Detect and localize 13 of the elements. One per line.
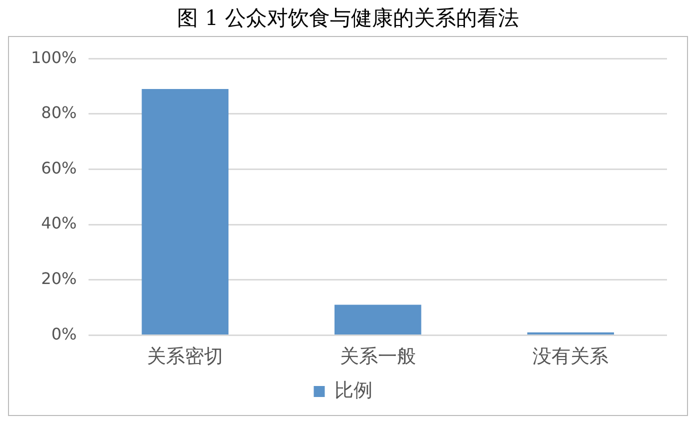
y-tick-label: 40% bbox=[41, 214, 77, 233]
legend-label: 比例 bbox=[334, 379, 372, 402]
y-tick-label: 80% bbox=[41, 103, 77, 122]
bar bbox=[142, 89, 228, 334]
chart-title: 图 1 公众对饮食与健康的关系的看法 bbox=[176, 5, 520, 32]
bar bbox=[334, 304, 422, 334]
y-tick-label: 60% bbox=[41, 158, 77, 178]
x-tick-label: 没有关系 bbox=[532, 346, 609, 368]
y-tick-label: 20% bbox=[41, 269, 77, 288]
x-tick-label: 关系一般 bbox=[340, 346, 416, 368]
y-tick-label: 100% bbox=[30, 48, 77, 67]
y-tick-label: 0% bbox=[51, 324, 77, 344]
x-tick-label: 关系密切 bbox=[147, 346, 224, 368]
